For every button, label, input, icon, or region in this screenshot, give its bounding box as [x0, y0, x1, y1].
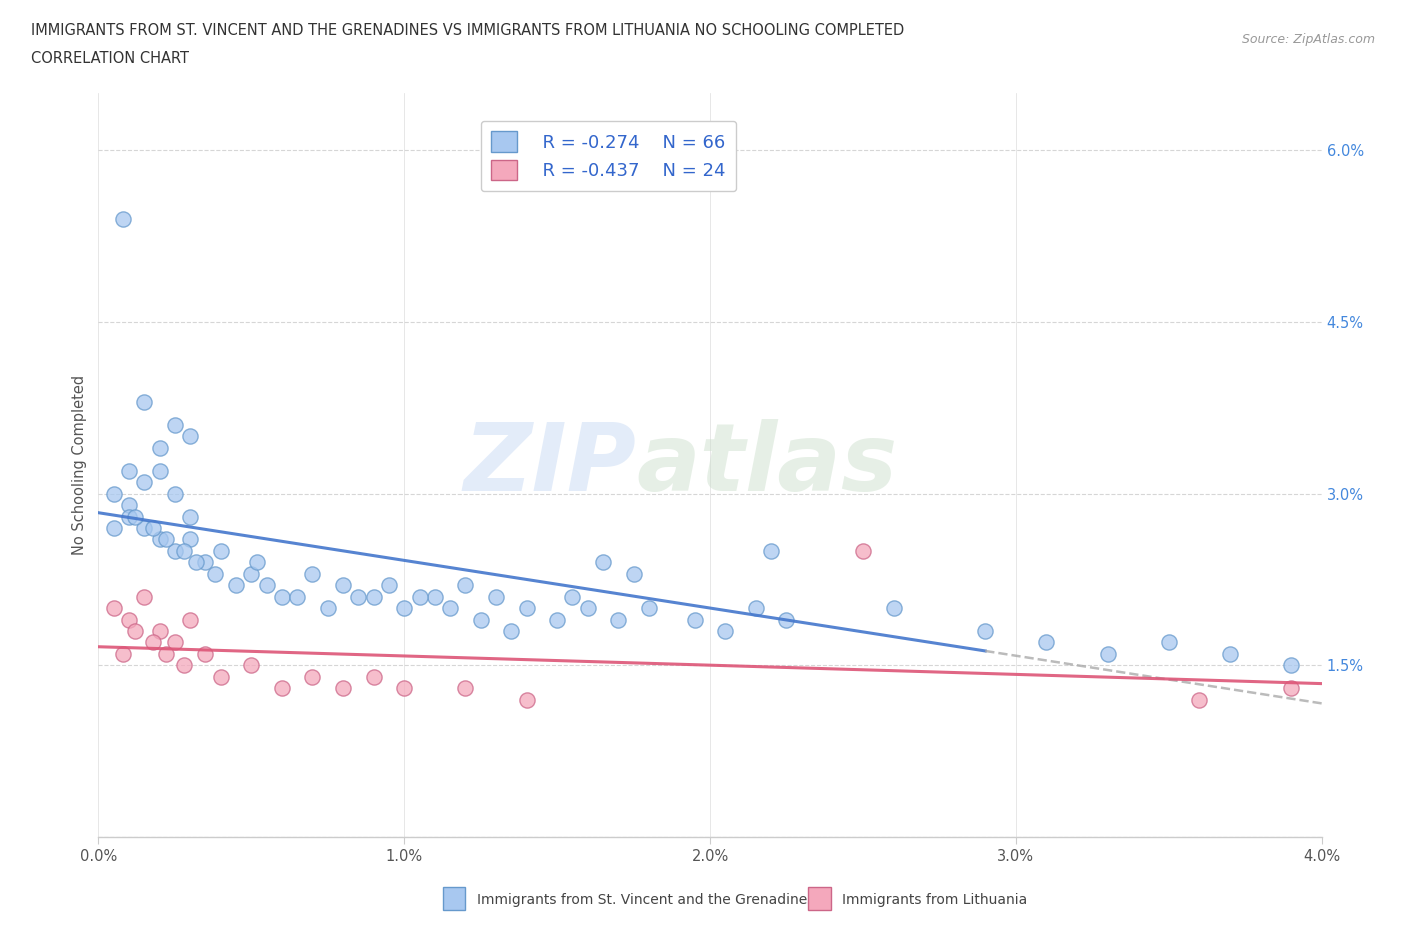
Point	[759, 543, 782, 558]
Point	[775, 612, 797, 627]
Point	[240, 566, 263, 581]
Point	[204, 566, 226, 581]
Point	[1157, 635, 1180, 650]
Point	[516, 692, 538, 707]
Point	[408, 590, 430, 604]
Point	[149, 623, 172, 638]
Point	[316, 601, 339, 616]
Point	[683, 612, 706, 627]
Point	[454, 578, 477, 592]
Point	[546, 612, 568, 627]
Point	[163, 418, 186, 432]
Point	[142, 635, 165, 650]
Point	[1188, 692, 1211, 707]
Point	[1219, 646, 1241, 661]
Text: Source: ZipAtlas.com: Source: ZipAtlas.com	[1241, 33, 1375, 46]
Point	[134, 394, 156, 409]
Point	[301, 566, 323, 581]
Point	[285, 590, 308, 604]
Point	[592, 555, 614, 570]
Point	[225, 578, 247, 592]
Point	[209, 543, 232, 558]
Point	[439, 601, 461, 616]
Point	[623, 566, 645, 581]
Point	[270, 681, 294, 696]
Point	[134, 521, 156, 536]
Point	[363, 670, 385, 684]
Point	[454, 681, 477, 696]
Point	[363, 590, 385, 604]
Point	[179, 532, 201, 547]
Point	[179, 509, 201, 524]
Point	[134, 474, 156, 489]
Point	[149, 463, 172, 478]
Point	[194, 555, 217, 570]
Point	[155, 532, 177, 547]
Point	[256, 578, 278, 592]
Point	[561, 590, 583, 604]
Point	[392, 601, 416, 616]
Point	[163, 543, 186, 558]
Point	[745, 601, 768, 616]
Y-axis label: No Schooling Completed: No Schooling Completed	[72, 375, 87, 555]
Point	[111, 646, 134, 661]
Point	[470, 612, 492, 627]
Point	[246, 555, 269, 570]
Point	[103, 486, 125, 501]
Text: IMMIGRANTS FROM ST. VINCENT AND THE GRENADINES VS IMMIGRANTS FROM LITHUANIA NO S: IMMIGRANTS FROM ST. VINCENT AND THE GREN…	[31, 23, 904, 38]
Point	[134, 590, 156, 604]
Point	[179, 429, 201, 444]
Point	[1097, 646, 1119, 661]
Point	[714, 623, 737, 638]
Point	[124, 509, 146, 524]
Point	[1035, 635, 1057, 650]
Point	[301, 670, 323, 684]
Point	[637, 601, 661, 616]
Point	[173, 658, 195, 672]
Point	[163, 635, 186, 650]
Point	[118, 509, 141, 524]
Point	[142, 521, 165, 536]
Point	[173, 543, 195, 558]
Point	[332, 681, 354, 696]
Point	[118, 498, 141, 512]
Point	[149, 532, 172, 547]
Point	[118, 463, 141, 478]
Text: Immigrants from Lithuania: Immigrants from Lithuania	[842, 893, 1028, 908]
Point	[111, 211, 134, 226]
Point	[179, 612, 201, 627]
Point	[118, 612, 141, 627]
Point	[149, 441, 172, 456]
Text: CORRELATION CHART: CORRELATION CHART	[31, 51, 188, 66]
Point	[852, 543, 875, 558]
Text: ZIP: ZIP	[464, 419, 637, 511]
Point	[347, 590, 370, 604]
Point	[186, 555, 208, 570]
Point	[392, 681, 416, 696]
Point	[155, 646, 177, 661]
Point	[501, 623, 523, 638]
Point	[103, 521, 125, 536]
Point	[209, 670, 232, 684]
Point	[607, 612, 630, 627]
Point	[883, 601, 905, 616]
Point	[1279, 658, 1302, 672]
Point	[576, 601, 599, 616]
Text: Immigrants from St. Vincent and the Grenadines: Immigrants from St. Vincent and the Gren…	[477, 893, 814, 908]
Point	[485, 590, 508, 604]
Point	[423, 590, 446, 604]
Point	[124, 623, 146, 638]
Point	[270, 590, 294, 604]
Point	[194, 646, 217, 661]
Legend:   R = -0.274    N = 66,   R = -0.437    N = 24: R = -0.274 N = 66, R = -0.437 N = 24	[481, 121, 737, 192]
Point	[1279, 681, 1302, 696]
Point	[378, 578, 401, 592]
Point	[516, 601, 538, 616]
Point	[163, 486, 186, 501]
Point	[974, 623, 997, 638]
Text: atlas: atlas	[637, 419, 898, 511]
Point	[332, 578, 354, 592]
Point	[103, 601, 125, 616]
Point	[240, 658, 263, 672]
